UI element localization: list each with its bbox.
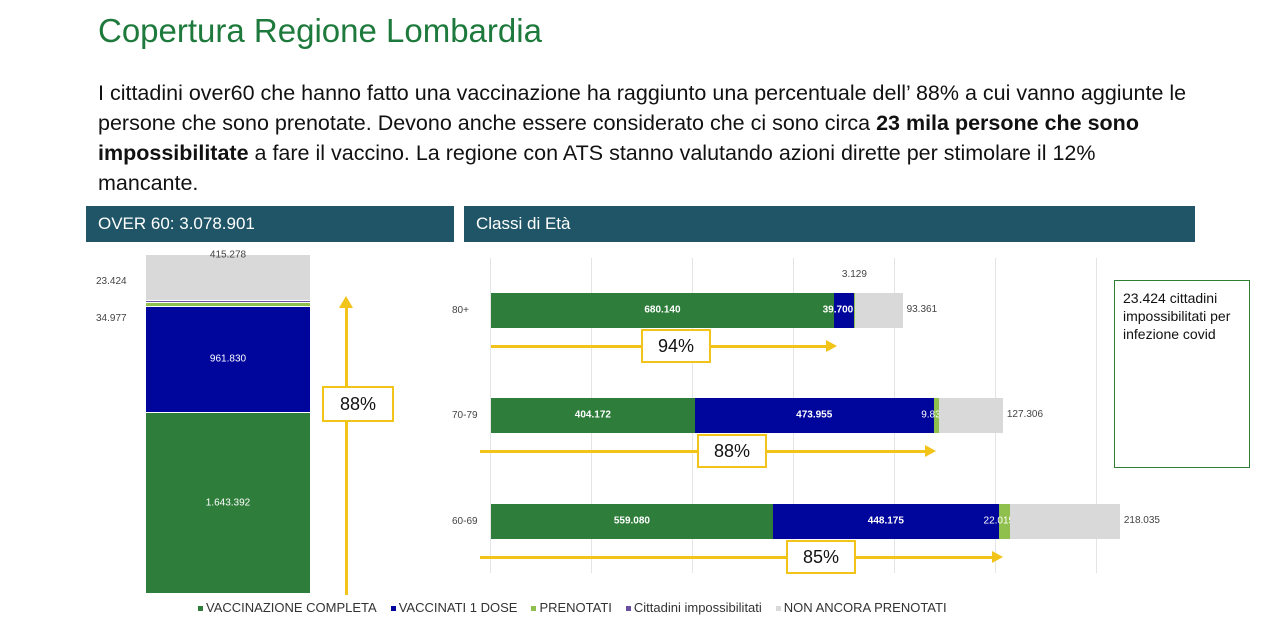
gridline [490, 258, 491, 573]
arrow-head [992, 551, 1003, 563]
legend-item: VACCINAZIONE COMPLETA [198, 600, 377, 615]
bar-segment [833, 293, 854, 328]
bar-segment [694, 398, 934, 433]
legend-item: NON ANCORA PRENOTATI [775, 600, 947, 615]
legend-swatch [390, 606, 396, 612]
arrow-line [480, 556, 992, 559]
age-classes-header: Classi di Età [464, 206, 1195, 242]
summary-bold: 23 mila persone che sono impossibilitate [98, 111, 1139, 165]
legend-label: PRENOTATI [539, 600, 612, 615]
legend-swatch [198, 606, 203, 612]
bar-segment [938, 398, 1003, 433]
bar-segment [998, 504, 1010, 539]
legend-swatch [531, 606, 537, 612]
percent-box: 88% [697, 434, 767, 468]
percent-box: 94% [641, 329, 711, 363]
segment-label: 415.278 [209, 249, 247, 261]
arrow-head [826, 340, 837, 352]
bar-segment-3 [146, 299, 310, 303]
segment-label: 473.955 [796, 409, 833, 421]
legend-label: Cittadini impossibilitati [633, 600, 762, 615]
up-arrow-line [345, 305, 348, 595]
segment-label: 23.424 [96, 276, 127, 287]
segment-label: 39.700 [822, 304, 854, 316]
percent-box: 88% [322, 386, 394, 422]
segment-label: 680.140 [644, 304, 681, 316]
legend-swatch [775, 606, 781, 612]
legend-item: Cittadini impossibilitati [625, 600, 762, 615]
category-label: 60-69 [452, 516, 478, 527]
segment-label: 448.175 [867, 515, 904, 527]
segment-label: 22.015 [983, 515, 1015, 527]
bar-segment [933, 398, 939, 433]
segment-label: 34.977 [96, 313, 127, 324]
segment-label: 127.306 [1006, 409, 1044, 420]
legend-item: VACCINATI 1 DOSE [390, 600, 518, 615]
category-label: 80+ [452, 305, 469, 316]
over60-header: OVER 60: 3.078.901 [86, 206, 454, 242]
gridline [1096, 258, 1097, 573]
bar-segment-2 [146, 302, 310, 307]
segment-label: 9.833 [921, 409, 947, 421]
legend-label: VACCINAZIONE COMPLETA [206, 600, 377, 615]
bar-segment [772, 504, 999, 539]
legend-label: NON ANCORA PRENOTATI [783, 600, 947, 615]
legend: VACCINAZIONE COMPLETA VACCINATI 1 DOSE PRE… [198, 600, 947, 615]
bar-segment [855, 293, 903, 328]
legend-label: VACCINATI 1 DOSE [398, 600, 518, 615]
legend-swatch [625, 606, 631, 612]
bar-segment-0 [146, 412, 310, 593]
page-title: Copertura Regione Lombardia [98, 12, 542, 49]
summary-text: I cittadini over60 che hanno fatto una v… [98, 78, 1188, 198]
bar-segment-1 [146, 306, 310, 413]
segment-label: 559.080 [613, 515, 650, 527]
segment-label: 404.172 [574, 409, 611, 421]
up-arrow-head [339, 296, 353, 308]
bar-segment [491, 504, 773, 539]
bar-segment [1009, 504, 1120, 539]
segment-label: 218.035 [1123, 515, 1160, 526]
segment-label: 961.830 [209, 353, 247, 365]
summary-part1: I cittadini over60 che hanno fatto una v… [98, 81, 1187, 135]
impossibilitati-note: 23.424 cittadini impossibilitati per inf… [1114, 280, 1250, 468]
arrow-head [925, 445, 936, 457]
bar-segment [491, 293, 834, 328]
segment-label: 1.643.392 [205, 497, 251, 509]
bar-segment [491, 398, 695, 433]
legend-item: PRENOTATI [531, 600, 612, 615]
bar-segment-4 [146, 254, 310, 300]
segment-label: 93.361 [906, 304, 938, 315]
category-label: 70-79 [452, 410, 478, 421]
bar-segment [853, 293, 856, 328]
segment-label: 3.129 [841, 269, 867, 280]
summary-part2: a fare il vaccino. La regione con ATS st… [98, 141, 1096, 195]
percent-box: 85% [786, 540, 856, 574]
